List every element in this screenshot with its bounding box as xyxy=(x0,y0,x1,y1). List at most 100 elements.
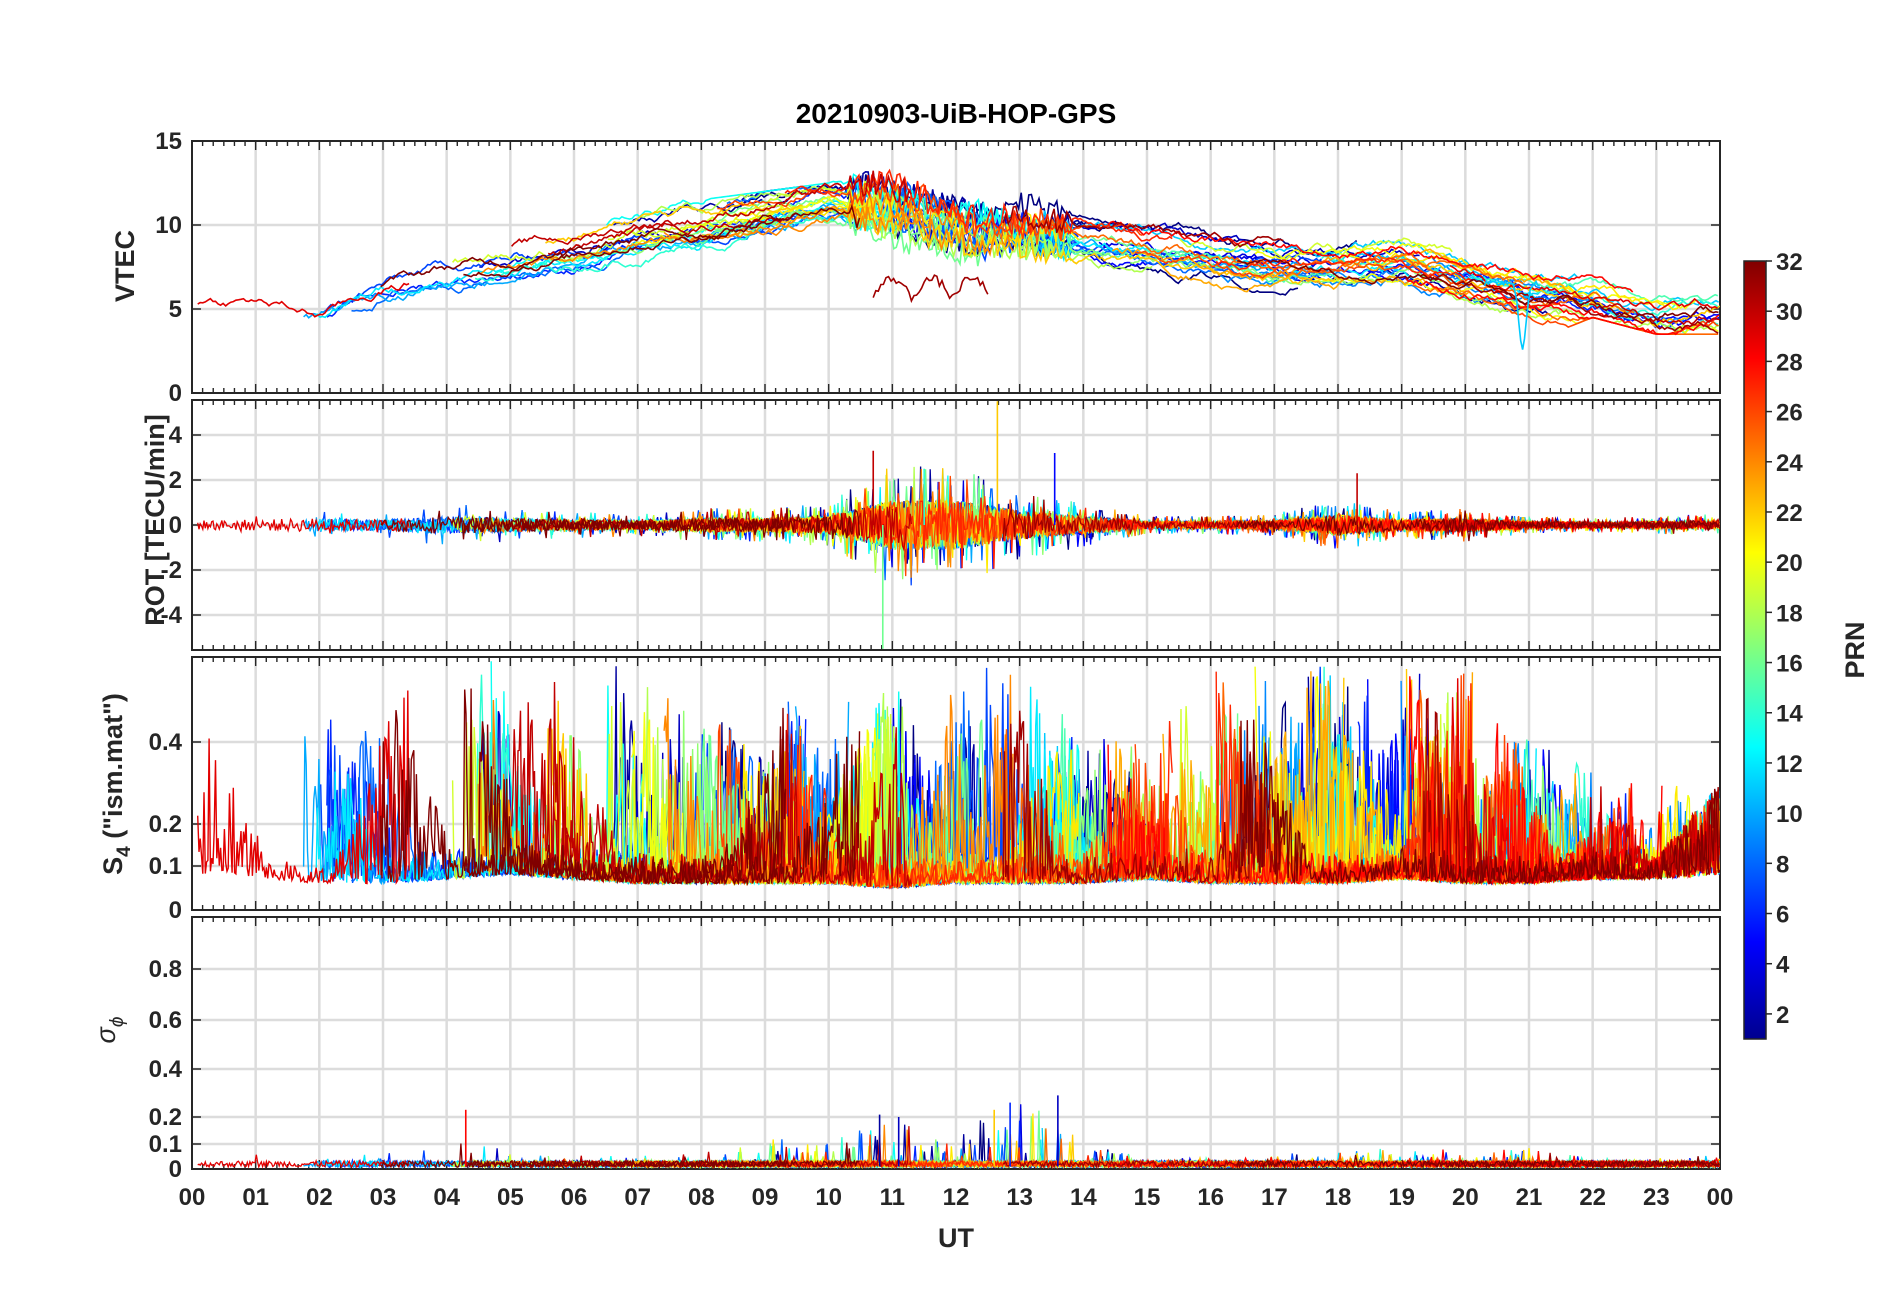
x-tick-label: 18 xyxy=(1325,1184,1352,1211)
vtec-line-prn-29 xyxy=(197,282,410,318)
sig-frame xyxy=(191,916,1721,1170)
x-tick-label: 20 xyxy=(1452,1184,1479,1211)
x-tick-label: 00 xyxy=(179,1184,206,1211)
rot-ytick-label: -4 xyxy=(161,602,183,629)
vtec-line-prn-28 xyxy=(1405,277,1661,335)
s4-line-prn-29 xyxy=(197,690,410,885)
x-tick-label: 23 xyxy=(1643,1184,1670,1211)
sigma-phi-panel: 00.10.2 0.4 0.6 0.8 xyxy=(149,916,1721,1183)
x-tick-label: 16 xyxy=(1197,1184,1224,1211)
s4-ylabel-sub: 4 xyxy=(114,846,135,857)
sigma-phi-ylabel-sub: ϕ xyxy=(107,1017,128,1028)
vtec-line-prn-22 xyxy=(775,204,1345,285)
vtec-line-prn-32 xyxy=(1237,258,1719,322)
x-tick-label: 15 xyxy=(1134,1184,1161,1211)
s4-line-prn-32 xyxy=(462,688,787,885)
vtec-ytick-label: 10 xyxy=(155,212,182,239)
x-tick-label: 05 xyxy=(497,1184,524,1211)
x-tick-label: 03 xyxy=(370,1184,397,1211)
sigma-line-prn-32 xyxy=(1236,1154,1720,1169)
sigma-line-prn-27 xyxy=(784,1143,1173,1169)
vtec-line-prn-18 xyxy=(1443,290,1720,331)
colorbar-tick-label: 10 xyxy=(1776,801,1803,828)
x-tick-label: 02 xyxy=(306,1184,333,1211)
sig-ytick-label: 0.2 xyxy=(149,1104,182,1131)
vtec-ytick-label: 15 xyxy=(155,128,182,155)
colorbar xyxy=(1743,260,1767,1040)
s4-ytick-label: 0.1 xyxy=(149,853,182,880)
vtec-line-prn-25 xyxy=(1000,212,1524,285)
x-tick-label: 01 xyxy=(242,1184,269,1211)
colorbar-tick-label: 14 xyxy=(1776,701,1803,728)
sig-ytick-label: 0.8 xyxy=(149,956,182,983)
sig-ytick-label: 0.1 xyxy=(149,1131,182,1158)
x-tick-label: 17 xyxy=(1261,1184,1288,1211)
x-tick-label: 00 xyxy=(1707,1184,1734,1211)
sigma-phi-ylabel: σϕ xyxy=(91,1017,128,1044)
x-tick-label: 21 xyxy=(1516,1184,1543,1211)
colorbar-tick-label: 20 xyxy=(1776,550,1803,577)
vtec-line-prn-28 xyxy=(1107,220,1634,293)
vtec-line-prn-14 xyxy=(474,204,896,282)
x-tick-label: 07 xyxy=(624,1184,651,1211)
vtec-line-prn-19 xyxy=(1179,237,1453,261)
x-tick-label: 09 xyxy=(752,1184,779,1211)
vtec-line-prn-31 xyxy=(1002,205,1284,248)
colorbar-tick-label: 4 xyxy=(1776,952,1790,979)
x-tick-label: 19 xyxy=(1388,1184,1415,1211)
rot-series xyxy=(197,401,1720,649)
rot-line-prn-28 xyxy=(1107,514,1633,538)
colorbar-tick-label: 24 xyxy=(1776,450,1803,477)
sigma-line-prn-31 xyxy=(1003,1158,1284,1169)
colorbar-tick-label: 28 xyxy=(1776,349,1803,376)
x-tick-label: 11 xyxy=(880,1184,905,1211)
colorbar-tick-label: 30 xyxy=(1776,299,1803,326)
s4-ytick-label: 0.2 xyxy=(149,811,182,838)
sigma-line-prn-29 xyxy=(197,1154,410,1169)
vtec-ylabel: VTEC xyxy=(110,230,140,302)
x-tick-label: 06 xyxy=(561,1184,588,1211)
rot-ytick-label: 0 xyxy=(169,512,182,539)
x-axis-label: UT xyxy=(938,1223,974,1253)
vtec-line-prn-32 xyxy=(463,217,785,278)
colorbar-label: PRN xyxy=(1840,621,1870,678)
figure-title: 20210903-UiB-HOP-GPS xyxy=(796,98,1117,129)
vtec-line-prn-29 xyxy=(1449,264,1718,311)
vtec-ytick-label: 5 xyxy=(169,296,182,323)
s4-line-prn-31 xyxy=(1002,710,1284,885)
s4-frame xyxy=(191,656,1721,911)
vtec-line-prn-26 xyxy=(1135,250,1464,287)
vtec-line-prn-31 xyxy=(1419,273,1719,334)
s4-ylabel-main: S xyxy=(98,857,128,875)
s4-ytick-label: 0.4 xyxy=(149,729,183,756)
colorbar-tick-label: 32 xyxy=(1776,249,1803,276)
rot-ylabel: ROT [TECU/min] xyxy=(140,414,170,625)
vtec-line-prn-3 xyxy=(479,228,689,268)
rot-line-prn-32 xyxy=(380,507,861,541)
vtec-line-prn-13 xyxy=(605,173,1074,239)
rot-ytick-label: 4 xyxy=(169,422,183,449)
s4-ylabel: S4 ("ism.mat") xyxy=(98,693,135,875)
x-tick-label: 10 xyxy=(815,1184,842,1211)
sigma-line-prn-32 xyxy=(463,1152,787,1169)
vtec-line-prn-28 xyxy=(1494,289,1720,336)
x-tick-label: 04 xyxy=(433,1184,460,1211)
rot-line-prn-31 xyxy=(1002,495,1284,540)
colorbar-tick-label: 6 xyxy=(1776,902,1789,929)
vtec-line-prn-26 xyxy=(717,177,1143,242)
vtec-line-prn-31-dip xyxy=(872,274,989,304)
x-tick-label: 22 xyxy=(1579,1184,1606,1211)
sig-ytick-label: 0 xyxy=(169,1156,182,1183)
vtec-ytick-label: 0 xyxy=(169,380,182,407)
x-tick-label: 08 xyxy=(688,1184,715,1211)
s4-ylabel-rest: ("ism.mat") xyxy=(98,693,128,846)
vtec-line-prn-32 xyxy=(380,203,861,288)
vtec-series xyxy=(197,168,1720,350)
x-tick-label: 14 xyxy=(1070,1184,1097,1211)
colorbar-tick-label: 16 xyxy=(1776,651,1803,678)
rot-ytick-label: 2 xyxy=(169,467,182,494)
colorbar-tick-label: 22 xyxy=(1776,500,1803,527)
s4-line-prn-31 xyxy=(1419,697,1720,885)
